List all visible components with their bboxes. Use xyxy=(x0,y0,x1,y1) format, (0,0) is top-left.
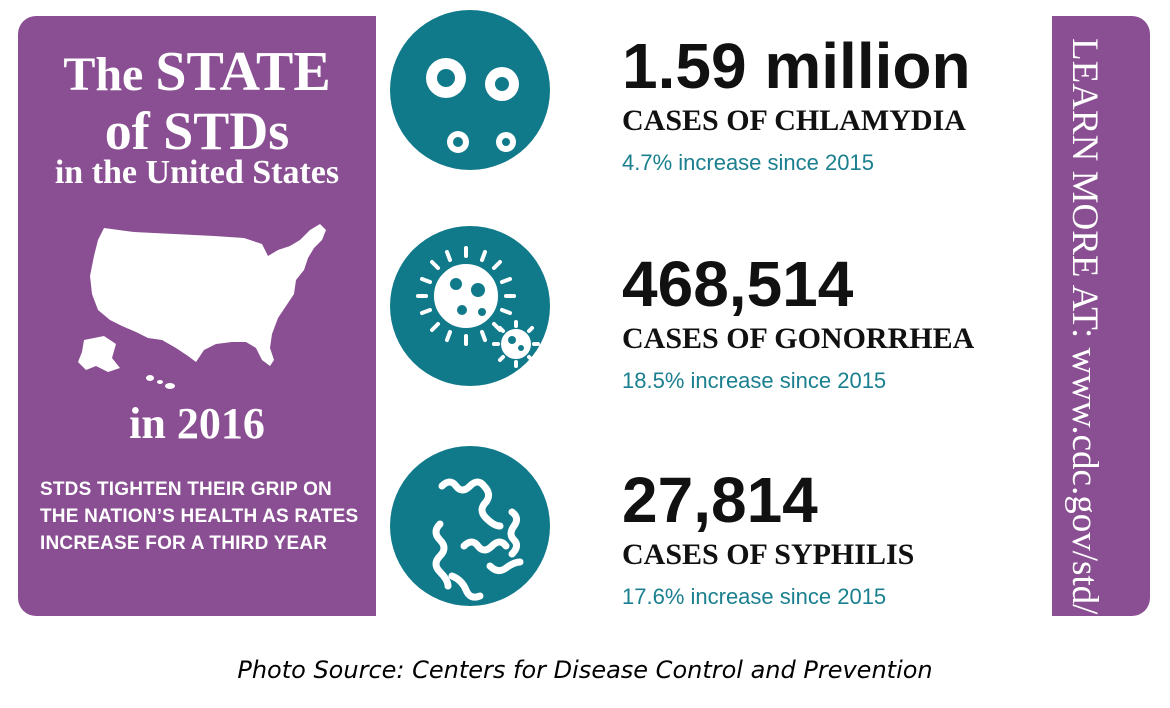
title-prefix: The xyxy=(63,48,156,101)
stat-number: 1.59 million xyxy=(622,30,971,102)
chlamydia-bacteria-icon xyxy=(426,58,519,153)
stat-label: CASES OF CHLAMYDIA xyxy=(622,104,966,137)
us-map-icon xyxy=(78,224,326,389)
title-emphasis: STATE xyxy=(155,41,331,103)
photo-caption: Photo Source: Centers for Disease Contro… xyxy=(237,656,933,684)
stat-increase: 4.7% increase since 2015 xyxy=(622,150,874,175)
syphilis-bacteria-icon xyxy=(432,478,524,601)
gonorrhea-icon xyxy=(390,226,550,386)
year-heading: in 2016 xyxy=(129,399,265,448)
stat-syphilis: 27,814 CASES OF SYPHILIS 17.6% increase … xyxy=(622,468,914,610)
stat-increase: 17.6% increase since 2015 xyxy=(622,584,887,609)
stat-increase: 18.5% increase since 2015 xyxy=(622,368,887,393)
learn-more-panel: LEARN MORE AT: www.cdc.gov/std/ xyxy=(1052,16,1150,616)
stat-chlamydia: 1.59 million CASES OF CHLAMYDIA 4.7% inc… xyxy=(622,34,971,176)
stat-number: 468,514 xyxy=(622,248,854,320)
stat-gonorrhea: 468,514 CASES OF GONORRHEA 18.5% increas… xyxy=(622,252,974,394)
stat-label: CASES OF SYPHILIS xyxy=(622,538,915,571)
infographic-card: The STATE of STDs in the United States i… xyxy=(18,16,1150,616)
chlamydia-icon xyxy=(390,10,550,170)
tagline: STDS TIGHTEN THEIR GRIP ON THE NATION’S … xyxy=(40,479,359,554)
left-panel: The STATE of STDs in the United States i… xyxy=(18,16,376,616)
title-line-3: in the United States xyxy=(54,154,340,191)
title-line-2: of STDs xyxy=(104,101,290,161)
learn-more-link[interactable]: LEARN MORE AT: www.cdc.gov/std/ xyxy=(1064,38,1105,615)
stat-label: CASES OF GONORRHEA xyxy=(622,322,975,355)
syphilis-icon xyxy=(390,446,550,606)
gonorrhea-bacteria-icon xyxy=(416,246,540,368)
stat-number: 27,814 xyxy=(622,464,818,536)
title-line-1: The STATE xyxy=(18,44,376,100)
